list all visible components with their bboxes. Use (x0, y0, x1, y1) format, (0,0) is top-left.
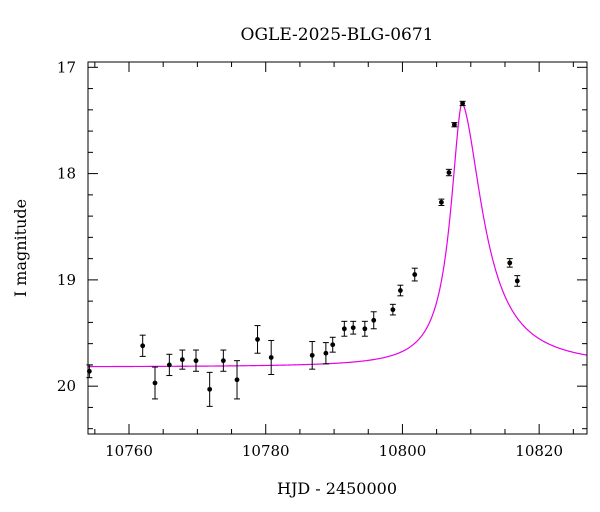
axis-ticks (88, 62, 587, 434)
data-point (323, 350, 329, 356)
data-point (330, 342, 336, 348)
data-point (341, 326, 347, 332)
data-point-group (341, 320, 348, 337)
data-point-group (397, 284, 404, 297)
data-point-group (268, 339, 275, 375)
data-point-group (166, 353, 173, 377)
data-point (166, 362, 172, 368)
data-point-group (139, 334, 146, 357)
data-point (397, 288, 403, 293)
data-point-group (350, 320, 357, 335)
data-point-group (445, 168, 452, 177)
data-point (309, 352, 315, 358)
data-point (152, 380, 158, 386)
data-point (451, 122, 457, 128)
data-point-group (459, 100, 466, 107)
axis-tick-labels: 10760 10780 10800 10820 17 18 19 20 (57, 58, 563, 460)
data-point (140, 343, 146, 349)
data-point-group (451, 122, 458, 128)
x-tick-label: 10820 (515, 442, 563, 460)
data-point (446, 170, 452, 175)
data-point (255, 337, 260, 342)
data-point-group (438, 198, 445, 206)
model-curve-layer (87, 101, 588, 368)
data-point-group (514, 275, 521, 287)
data-point-group (234, 360, 241, 400)
data-point-group (193, 349, 200, 372)
data-point-group (322, 342, 329, 365)
data-point-group (206, 371, 213, 407)
data-point-group (411, 267, 418, 282)
data-point (412, 272, 418, 277)
data-point-group (329, 336, 336, 353)
model-curve (87, 101, 588, 368)
x-axis-label: HJD - 2450000 (277, 479, 397, 498)
y-tick-label: 18 (57, 165, 76, 183)
data-point-group (254, 325, 261, 354)
data-point (362, 326, 368, 332)
data-point-group (179, 349, 186, 370)
x-tick-label: 10800 (379, 442, 427, 460)
x-tick-label: 10760 (105, 442, 153, 460)
plot-area: 10760 10780 10800 10820 17 18 19 20 (57, 58, 588, 460)
data-point (371, 317, 377, 323)
y-axis-label: I magnitude (11, 199, 30, 297)
data-point-group (389, 303, 396, 316)
data-point-group (361, 320, 368, 337)
data-point-group (151, 366, 158, 400)
data-point (460, 101, 465, 106)
data-points-layer (86, 100, 521, 407)
data-point (179, 357, 185, 362)
data-point (439, 199, 444, 205)
data-point (234, 377, 240, 383)
data-point (220, 358, 226, 364)
data-point-group (309, 341, 316, 370)
data-point-group (370, 311, 377, 330)
data-point (268, 355, 274, 360)
data-point-group (506, 258, 513, 268)
y-tick-label: 17 (57, 58, 76, 76)
data-point (193, 358, 199, 364)
y-tick-label: 19 (57, 271, 76, 289)
data-point (514, 278, 520, 284)
x-tick-label: 10780 (242, 442, 290, 460)
plot-frame (87, 61, 588, 435)
data-point (507, 260, 513, 266)
data-point (207, 386, 213, 392)
data-point (390, 307, 396, 313)
data-point (350, 325, 356, 331)
y-tick-label: 20 (57, 377, 76, 395)
chart-title: OGLE-2025-BLG-0671 (241, 25, 434, 45)
data-point-group (220, 349, 227, 372)
